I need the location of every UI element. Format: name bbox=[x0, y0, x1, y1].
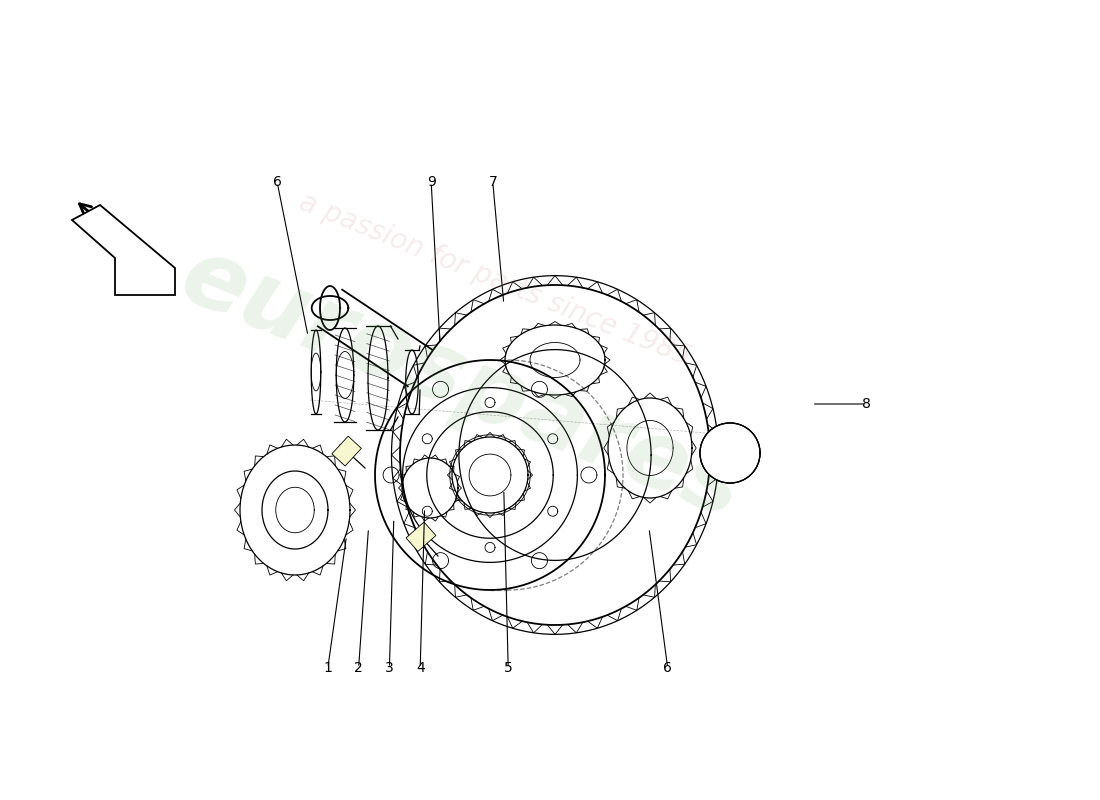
Text: 3: 3 bbox=[385, 661, 394, 675]
Text: 8: 8 bbox=[862, 397, 871, 411]
Text: 6: 6 bbox=[663, 661, 672, 675]
Text: 9: 9 bbox=[427, 175, 436, 190]
Text: 5: 5 bbox=[504, 661, 513, 675]
Circle shape bbox=[700, 423, 760, 483]
Polygon shape bbox=[72, 205, 175, 295]
Polygon shape bbox=[406, 522, 436, 551]
Polygon shape bbox=[332, 436, 362, 466]
Text: eurospares: eurospares bbox=[168, 230, 756, 538]
Text: 2: 2 bbox=[354, 661, 363, 675]
Text: 1: 1 bbox=[323, 661, 332, 675]
Text: a passion for parts since 1985: a passion for parts since 1985 bbox=[295, 189, 695, 371]
Text: 6: 6 bbox=[273, 175, 282, 190]
Text: 4: 4 bbox=[416, 661, 425, 675]
Text: 7: 7 bbox=[488, 175, 497, 190]
